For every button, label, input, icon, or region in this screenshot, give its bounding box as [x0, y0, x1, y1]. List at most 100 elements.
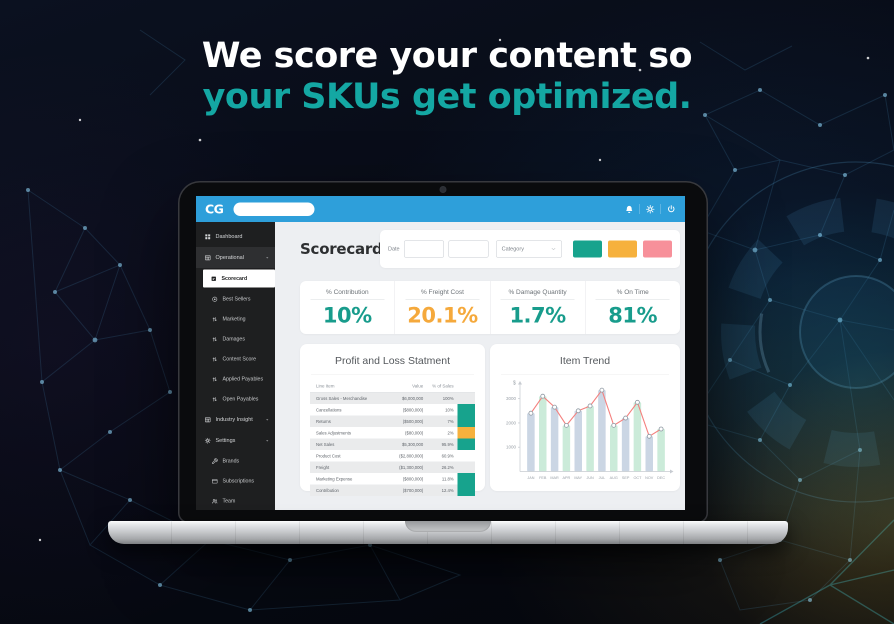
pnl-swatch [457, 438, 475, 450]
sort-icon [212, 336, 219, 343]
trend-chart-svg: 1000 2000 3000 $ JAN FEB MAR APR MAY JUN JUL AUG SEP… [506, 381, 674, 480]
brand-pill [233, 202, 315, 216]
sidebar-item-label: Scorecard [221, 275, 248, 282]
kpi-freight-cost: % Freight Cost 20.1% [394, 281, 490, 334]
pnl-header-row: Line Item Value% of Sales [310, 379, 475, 393]
pnl-pct: 2% [447, 430, 454, 436]
laptop-bezel: CG Dashboard Operational Scorecard Best Sel… [178, 181, 708, 523]
notifications-bell-icon[interactable] [625, 204, 635, 214]
pnl-swatch [457, 392, 475, 404]
sidebar-item-label: Damages [222, 336, 245, 342]
kpi-value: 81% [608, 302, 658, 328]
pnl-swatch [457, 415, 475, 427]
pnl-value: $5,300,000 [387, 438, 429, 450]
main-content: Scorecard Date Category [275, 222, 685, 510]
target-icon [212, 296, 219, 303]
table-row: Net Sales $5,300,000 95.9% [310, 438, 475, 450]
sidebar-item-operational[interactable]: Operational [196, 247, 275, 268]
card-icon [212, 478, 219, 485]
sort-icon [212, 376, 219, 383]
laptop-base [108, 521, 788, 544]
pnl-pct: 26.2% [428, 461, 458, 473]
kpi-contribution: % Contribution 10% [300, 281, 395, 334]
pnl-col-swatch [457, 379, 475, 393]
trend-chart: 1000 2000 3000 $ JAN FEB MAR APR MAY JUN JUL AUG SEP… [495, 379, 675, 493]
app-topbar: CG [196, 196, 685, 222]
sidebar-item-label: Operational [215, 254, 244, 261]
sidebar-item-marketing[interactable]: Marketing [196, 309, 275, 329]
date-to-input[interactable] [448, 240, 489, 258]
category-select-label: Category [501, 246, 524, 252]
sidebar-item-applied-payables[interactable]: Applied Payables [196, 369, 275, 389]
svg-text:SEP: SEP [622, 476, 630, 480]
settings-gear-icon[interactable] [646, 204, 656, 214]
pnl-value: $6,000,000 [387, 392, 429, 404]
svg-text:3000: 3000 [506, 396, 517, 401]
sidebar-item-best-sellers[interactable]: Best Sellers [196, 289, 275, 309]
divider [311, 374, 474, 375]
sidebar-item-label: Brands [222, 458, 240, 464]
pnl-value: ($800,000) [402, 476, 424, 482]
kpi-underline [500, 298, 575, 300]
pnl-swatch [457, 484, 475, 496]
square-icon [211, 275, 218, 282]
kpi-on-time: % On Time 81% [584, 281, 680, 334]
sidebar-item-team[interactable]: Team [196, 491, 275, 510]
svg-text:2000: 2000 [506, 420, 517, 425]
table-row: Returns ($500,000) 7% [310, 415, 475, 427]
app-logo: CG [205, 201, 224, 217]
pnl-swatch [457, 461, 475, 473]
gear-icon [204, 437, 212, 444]
laptop-screen: CG Dashboard Operational Scorecard Best Sel… [196, 196, 685, 510]
pnl-value: ($80,000) [405, 430, 424, 436]
wrench-icon [212, 458, 219, 465]
grid-icon [205, 233, 212, 240]
sidebar-item-content-score[interactable]: Content Score [196, 349, 275, 369]
sidebar: Dashboard Operational Scorecard Best Seller… [196, 222, 275, 510]
svg-text:OCT: OCT [633, 476, 642, 480]
sidebar-item-label: Open Payables [222, 396, 259, 402]
caret-down-icon [265, 417, 271, 423]
power-logout-icon[interactable] [667, 204, 677, 214]
sidebar-item-dashboard[interactable]: Dashboard [196, 226, 275, 247]
pnl-value: ($1,300,000) [387, 461, 429, 473]
date-from-input[interactable] [404, 240, 445, 258]
pnl-line-item: Net Sales [310, 438, 388, 450]
sidebar-item-subscriptions[interactable]: Subscriptions [196, 471, 275, 491]
kpi-value: 1.7% [509, 302, 566, 328]
pnl-card: Profit and Loss Statment Line Item Value%… [300, 344, 485, 496]
kpi-label: % Freight Cost [420, 287, 464, 296]
trend-card: Item Trend 1000 2000 3000 $ JAN FEB MAR APR MAY J… [490, 344, 680, 491]
pnl-col-line-item: Line Item [310, 379, 388, 393]
svg-text:AUG: AUG [610, 476, 618, 480]
svg-text:NOV: NOV [645, 476, 654, 480]
pnl-table: Line Item Value% of Sales Gross Sales - Me… [310, 379, 475, 496]
legend-swatch-3 [643, 240, 672, 258]
pnl-value: ($700,000) [387, 484, 429, 496]
caret-down-icon [265, 255, 271, 261]
category-select[interactable]: Category [496, 240, 563, 258]
table-row: Product Cost ($2,800,000) 60.9% [310, 450, 475, 462]
sidebar-item-label: Dashboard [215, 233, 243, 240]
sidebar-item-brands[interactable]: Brands [196, 451, 275, 471]
table-row: Freight ($1,300,000) 26.2% [310, 461, 475, 473]
sidebar-item-scorecard[interactable]: Scorecard [203, 269, 275, 288]
sidebar-item-label: Best Sellers [222, 296, 251, 302]
sidebar-item-label: Team [222, 498, 236, 504]
legend-swatch-1 [573, 240, 602, 258]
pnl-line-item: Marketing Expense [316, 476, 353, 482]
sidebar-item-settings[interactable]: Settings [196, 430, 275, 451]
sidebar-item-industry-insight[interactable]: Industry Insight [196, 409, 275, 430]
table-icon [205, 254, 212, 261]
svg-text:FEB: FEB [539, 476, 547, 480]
svg-text:DEC: DEC [657, 476, 665, 480]
pnl-swatch [457, 427, 475, 439]
kpi-damage-quantity: % Damage Quantity 1.7% [489, 281, 585, 334]
date-label: Date [388, 246, 400, 252]
sidebar-item-damages[interactable]: Damages [196, 329, 275, 349]
sidebar-item-open-payables[interactable]: Open Payables [196, 389, 275, 409]
pnl-line-item: Freight [310, 461, 388, 473]
pnl-line-item: Gross Sales - Merchandise [310, 392, 388, 404]
svg-text:1000: 1000 [506, 445, 517, 450]
